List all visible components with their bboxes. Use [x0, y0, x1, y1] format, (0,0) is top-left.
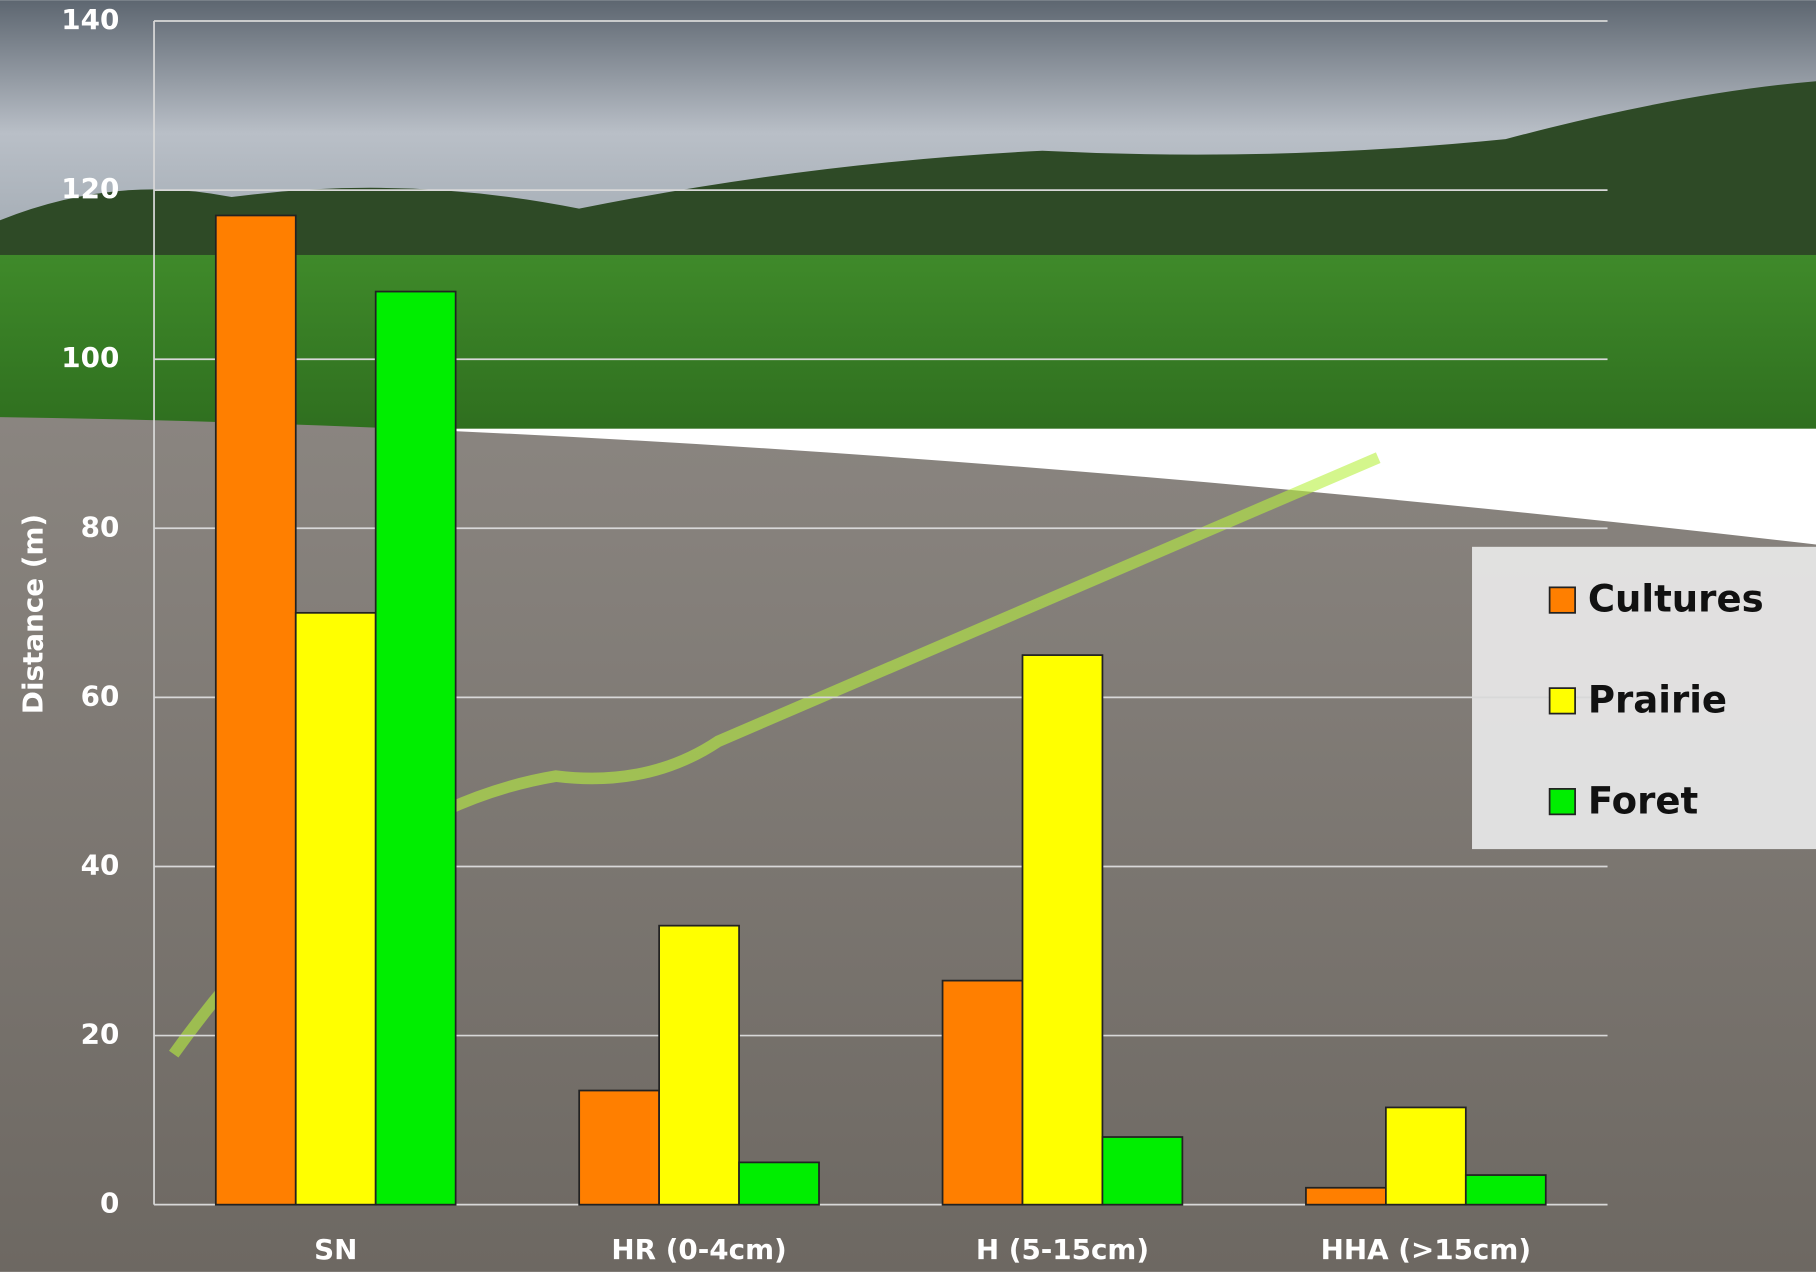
bar: [1385, 1106, 1467, 1206]
legend-label: Foret: [1588, 779, 1698, 822]
bar: [738, 1161, 820, 1206]
legend-label: Cultures: [1588, 578, 1764, 621]
bar: [214, 214, 297, 1206]
y-tick-label: 40: [81, 848, 120, 881]
x-tick-label: H (5-15cm): [976, 1233, 1149, 1266]
legend-swatch: [1548, 586, 1576, 614]
bar: [658, 924, 740, 1206]
legend-label: Prairie: [1588, 679, 1727, 722]
y-tick-label: 140: [61, 3, 119, 36]
legend-swatch: [1548, 687, 1576, 715]
bar: [941, 979, 1024, 1206]
x-tick-label: HHA (>15cm): [1321, 1233, 1531, 1266]
y-tick-label: 100: [61, 341, 119, 374]
bar: [1021, 654, 1104, 1206]
y-tick-label: 80: [81, 510, 120, 543]
bar: [1305, 1186, 1387, 1206]
y-tick-label: 20: [81, 1018, 120, 1051]
bar: [1101, 1136, 1184, 1206]
y-tick-label: 60: [81, 679, 120, 712]
bar: [578, 1089, 660, 1206]
bar: [1464, 1174, 1547, 1206]
bar: [374, 290, 457, 1206]
x-tick-label: HR (0-4cm): [611, 1233, 786, 1266]
bar: [294, 611, 377, 1206]
y-tick-label: 120: [61, 172, 119, 205]
y-tick-label: 0: [100, 1187, 119, 1220]
x-tick-label: SN: [314, 1233, 357, 1266]
legend-swatch: [1548, 788, 1576, 816]
y-axis-label: Distance (m): [17, 514, 50, 714]
